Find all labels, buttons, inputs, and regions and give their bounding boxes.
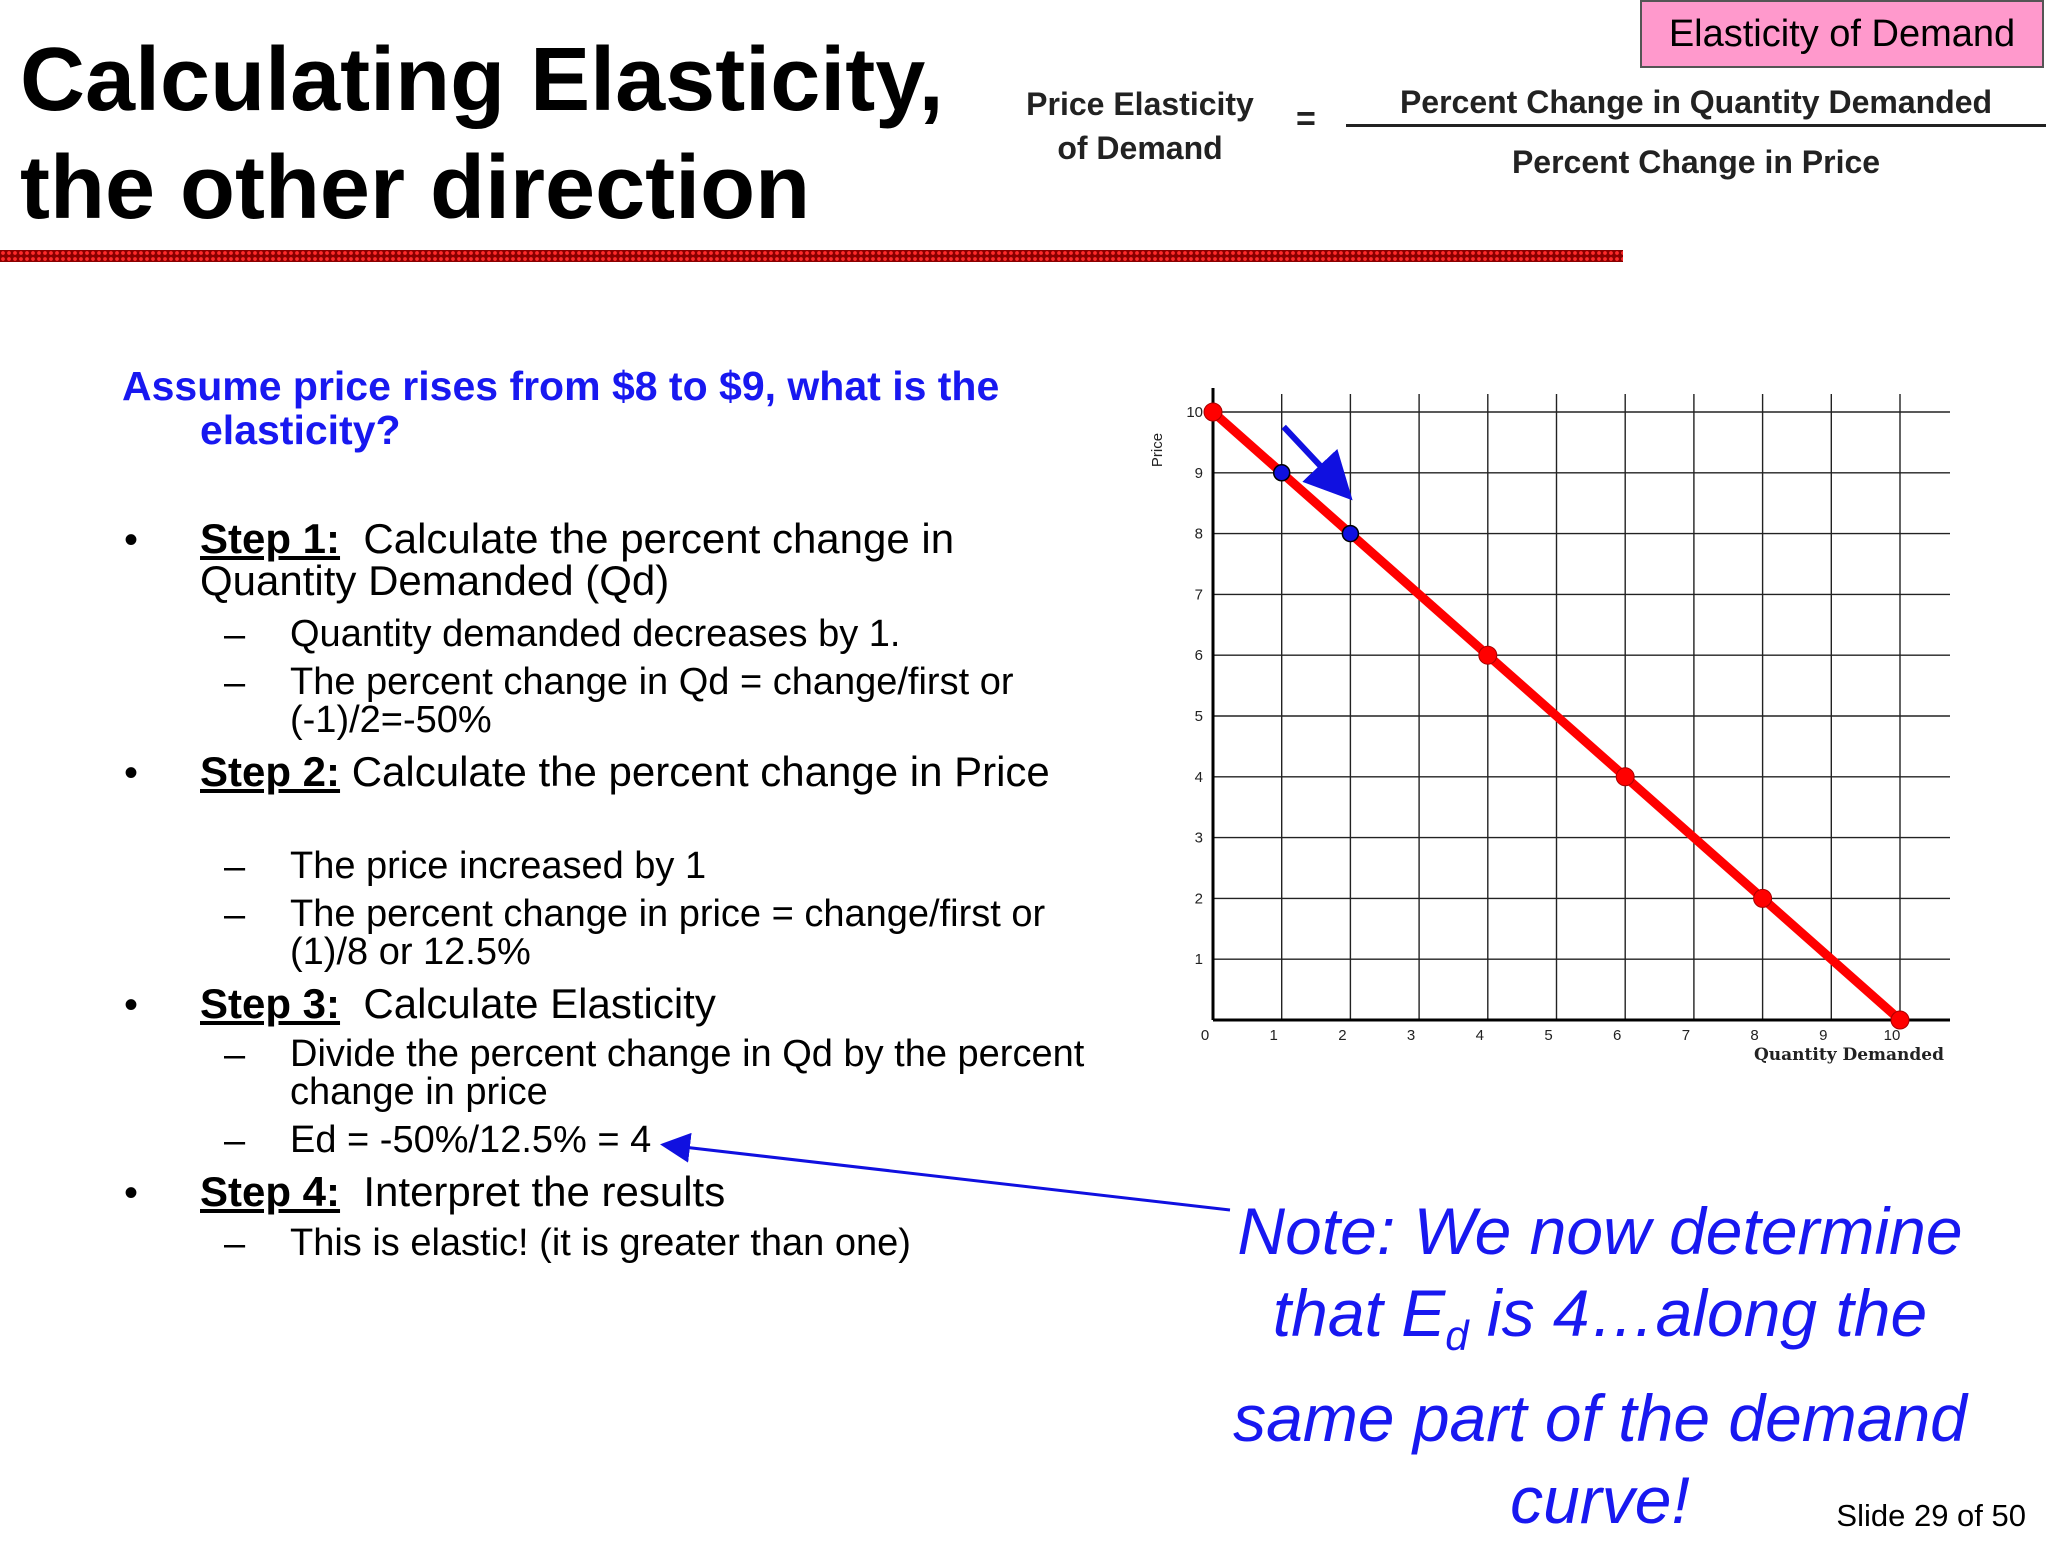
- formula-fraction-bar: [1346, 124, 2046, 127]
- step-4-label: Step 4:: [200, 1168, 341, 1215]
- y-tick-label-3: 3: [1195, 830, 1203, 847]
- x-tick-label-6: 6: [1613, 1027, 1621, 1044]
- x-tick-label-5: 5: [1544, 1027, 1552, 1044]
- note-line-2-pre: that E: [1272, 1276, 1446, 1350]
- step-3-sub-1-dash: –: [224, 1034, 246, 1076]
- step-2: Step 2: Calculate the percent change in …: [200, 751, 1100, 793]
- y-tick-label-2: 2: [1195, 890, 1203, 907]
- step-3-bullet: •: [124, 983, 139, 1027]
- step-1-sub-2-dash: –: [224, 662, 246, 704]
- step-4-sub-1-dash: –: [224, 1223, 246, 1265]
- step-2-bullet: •: [124, 751, 139, 795]
- step-1-sub-1: Quantity demanded decreases by 1.: [290, 613, 901, 655]
- note-line-3: same part of the demand: [1233, 1381, 1967, 1455]
- y-tick-label-10: 10: [1186, 404, 1203, 421]
- step-3-label: Step 3:: [200, 980, 341, 1027]
- y-tick-label-8: 8: [1195, 526, 1203, 543]
- step-4: Step 4: Interpret the results: [200, 1171, 1100, 1213]
- highlight-point-2: [1341, 524, 1360, 543]
- y-tick-label-6: 6: [1195, 647, 1203, 664]
- formula-lhs-line-2: of Demand: [1057, 130, 1223, 166]
- step-1-sub-2: The percent change in Qd = change/first …: [290, 661, 1014, 741]
- y-axis-label: Price: [1149, 433, 1166, 467]
- slide-title-line-1: Calculating Elasticity,: [20, 30, 944, 130]
- step-2-text: Calculate the percent change in Price: [351, 748, 1050, 795]
- slide-number: Slide 29 of 50: [1836, 1498, 2026, 1533]
- chart-series: [1203, 402, 1910, 1030]
- formula-numerator: Percent Change in Quantity Demanded: [1399, 84, 1993, 120]
- demand-point-3: [1753, 888, 1773, 908]
- topic-tag: Elasticity of Demand: [1640, 0, 2044, 68]
- step-2-sub-1: The price increased by 1: [290, 845, 707, 887]
- highlight-point-1: [1272, 464, 1291, 482]
- y-tick-label-1: 1: [1195, 951, 1203, 968]
- chart-grid: [1213, 394, 1950, 1020]
- step-4-sub-1: This is elastic! (it is greater than one…: [290, 1222, 911, 1264]
- x-tick-label-10: 10: [1884, 1027, 1901, 1044]
- x-tick-label-1: 1: [1270, 1027, 1278, 1044]
- demand-point-2: [1615, 767, 1635, 787]
- slide-title-line-2: the other direction: [20, 138, 811, 238]
- step-2-sub-2: The percent change in price = change/fir…: [290, 893, 1046, 973]
- x-tick-label-0: 0: [1201, 1027, 1209, 1044]
- formula-lhs: Price Elasticity of Demand: [1020, 82, 1260, 170]
- step-1: Step 1: Calculate the percent change in …: [200, 518, 1100, 602]
- question-text: Assume price rises from $8 to $9, what i…: [122, 363, 1000, 453]
- movement-arrow: [1281, 424, 1353, 501]
- title-divider: [0, 250, 1623, 262]
- step-3-text: Calculate Elasticity: [363, 980, 716, 1027]
- step-3-sub-2-dash: –: [224, 1120, 246, 1162]
- x-tick-label-9: 9: [1819, 1027, 1827, 1044]
- slide-title: Calculating Elasticity, the other direct…: [20, 26, 1010, 242]
- x-tick-label-4: 4: [1476, 1027, 1484, 1044]
- note-line-2-post: is 4…along the: [1468, 1276, 1928, 1350]
- note-callout: Note: We now determine that Ed is 4…alon…: [1200, 1190, 2000, 1541]
- step-1-label: Step 1:: [200, 515, 341, 562]
- step-3-sub-1: Divide the percent change in Qd by the p…: [290, 1033, 1085, 1113]
- y-tick-label-9: 9: [1195, 465, 1203, 482]
- demand-point-0: [1203, 402, 1223, 422]
- x-tick-label-2: 2: [1338, 1027, 1346, 1044]
- steps-list: • Step 1: Calculate the percent change i…: [0, 0, 1150, 1300]
- x-tick-label-7: 7: [1682, 1027, 1690, 1044]
- x-tick-label-3: 3: [1407, 1027, 1415, 1044]
- formula-equals: =: [1296, 100, 1316, 138]
- formula-denominator: Percent Change in Price: [1511, 144, 1881, 180]
- note-line-4: curve!: [1510, 1463, 1690, 1537]
- step-2-label: Step 2:: [200, 748, 341, 795]
- step-2-sub-1-dash: –: [224, 846, 246, 888]
- x-axis-label: Quantity Demanded: [1754, 1045, 1944, 1065]
- demand-point-4: [1890, 1010, 1910, 1030]
- chart-axes: [1211, 388, 1950, 1022]
- y-tick-label-4: 4: [1195, 769, 1203, 786]
- note-line-2-sub: d: [1445, 1312, 1469, 1359]
- step-2-sub-2-dash: –: [224, 894, 246, 936]
- note-line-1: Note: We now determine: [1237, 1194, 1963, 1268]
- x-tick-label-8: 8: [1750, 1027, 1758, 1044]
- step-1-bullet: •: [124, 518, 139, 562]
- step-3-sub-2: Ed = -50%/12.5% = 4: [290, 1119, 652, 1161]
- step-4-bullet: •: [124, 1171, 139, 1215]
- demand-point-1: [1478, 645, 1498, 665]
- step-1-text: Calculate the percent change in Quantity…: [200, 515, 955, 604]
- step-3: Step 3: Calculate Elasticity: [200, 983, 1100, 1025]
- step-1-sub-1-dash: –: [224, 614, 246, 656]
- note-line-2: that Ed is 4…along the: [1200, 1272, 2000, 1377]
- y-tick-label-5: 5: [1195, 708, 1203, 725]
- formula-lhs-line-1: Price Elasticity: [1026, 86, 1254, 122]
- step-4-text: Interpret the results: [363, 1168, 726, 1215]
- y-tick-label-7: 7: [1195, 586, 1203, 603]
